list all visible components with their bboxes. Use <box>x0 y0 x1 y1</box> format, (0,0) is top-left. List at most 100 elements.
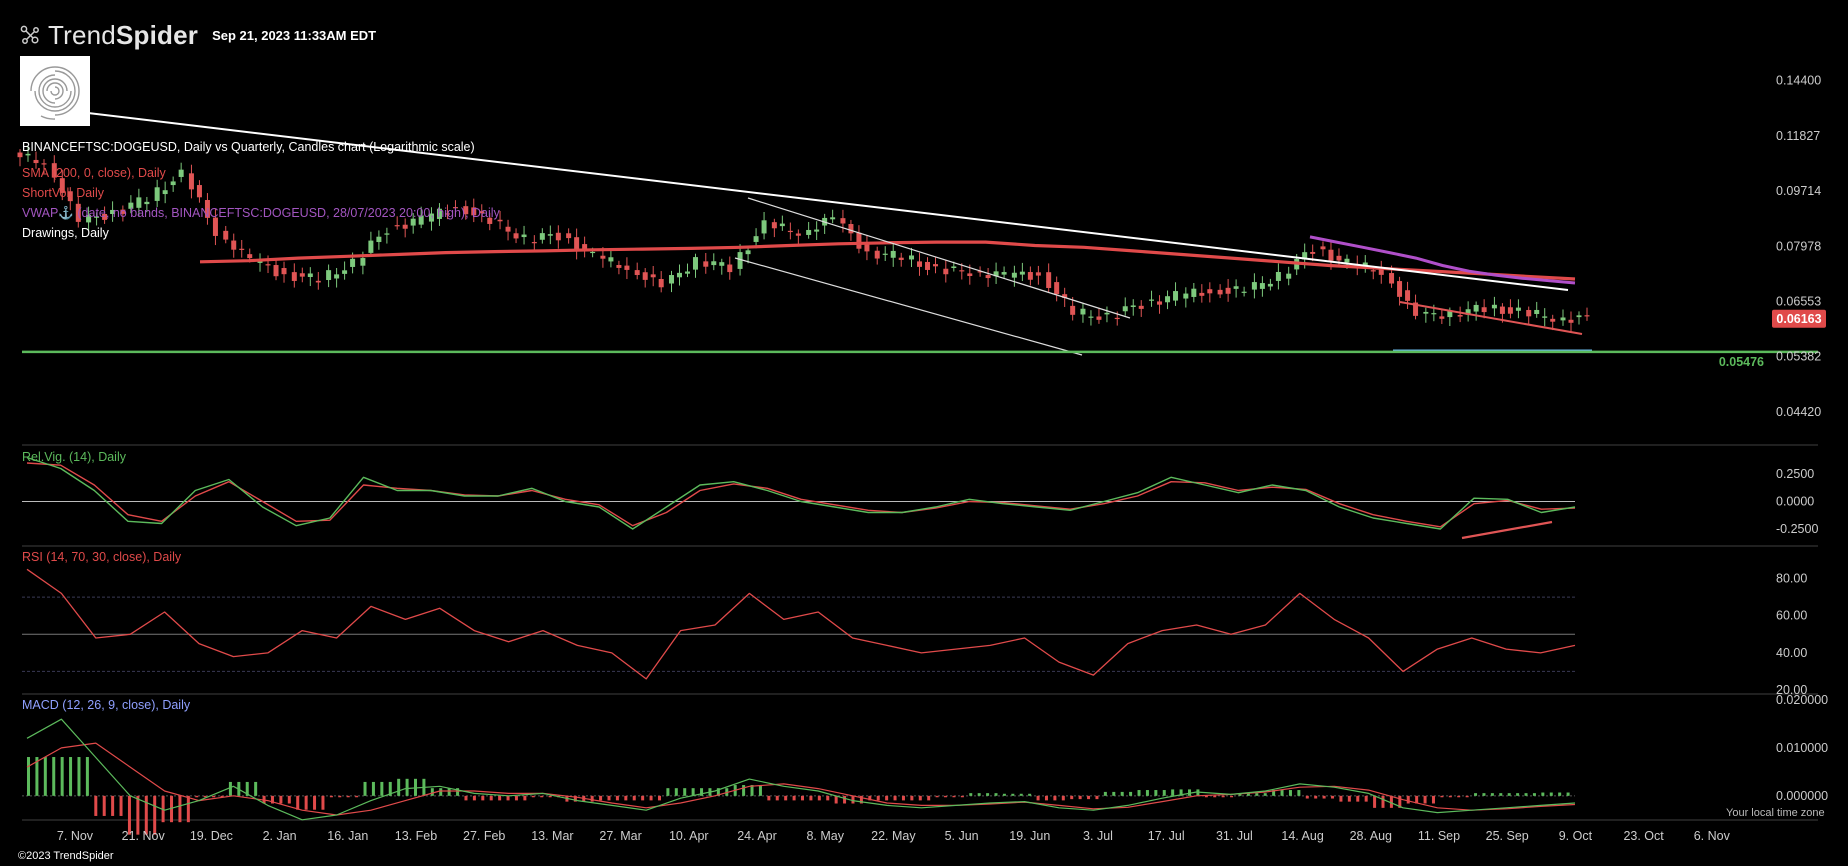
macd-histogram-bar <box>102 795 106 816</box>
sma-line <box>199 240 1576 281</box>
macd-histogram-bar <box>127 795 131 835</box>
candle-body <box>898 257 904 260</box>
candle-body <box>1122 306 1128 312</box>
copyright: ©2023 TrendSpider <box>18 850 114 862</box>
candle-body <box>75 203 81 222</box>
macd-histogram-bar <box>615 795 619 801</box>
candle-body <box>1138 305 1144 309</box>
app-header: TrendSpider Sep 21, 2023 11:33AM EDT <box>18 20 376 50</box>
macd-histogram-bar <box>1112 791 1116 796</box>
candle-body <box>1431 313 1437 315</box>
macd-histogram-bar <box>439 788 443 796</box>
macd-histogram-bar <box>481 795 485 801</box>
macd-histogram-bar <box>1011 793 1015 796</box>
candle-body <box>676 272 682 278</box>
macd-histogram-bar <box>1406 795 1410 804</box>
candle-body <box>761 220 767 234</box>
macd-histogram-bar <box>1331 795 1335 799</box>
candle-body <box>281 268 287 275</box>
macd-histogram-bar <box>27 757 30 796</box>
candle-body <box>1473 304 1479 312</box>
support-level-label: 0.05476 <box>1719 355 1764 369</box>
shortvol-legend[interactable]: ShortVol, Daily <box>22 186 104 200</box>
macd-histogram-bar <box>691 788 695 796</box>
macd-histogram-bar <box>683 788 687 796</box>
macd-histogram-bar <box>817 795 821 801</box>
macd-histogram-bar <box>1087 795 1091 800</box>
candle-body <box>204 200 210 218</box>
candle-body <box>1320 246 1326 250</box>
candle-body <box>360 258 366 266</box>
price-tick-label: 0.14400 <box>1776 74 1821 88</box>
macd-histogram-bar <box>1221 795 1225 798</box>
macd-histogram-bar <box>801 795 804 801</box>
macd-histogram-bar <box>935 795 939 798</box>
macd-panel[interactable] <box>22 718 1576 835</box>
rvig-panel[interactable] <box>22 456 1576 540</box>
macd-histogram-bar <box>1516 793 1520 796</box>
candle-body <box>668 275 674 284</box>
candle-body <box>864 244 870 252</box>
brand-light: Trend <box>48 19 116 50</box>
sma-legend[interactable]: SMA (200, 0, close), Daily <box>22 166 166 180</box>
price-panel[interactable]: 0.05476 <box>17 112 1819 369</box>
candle-body <box>840 218 846 224</box>
macd-histogram-bar <box>944 795 948 798</box>
drawings-legend[interactable]: Drawings, Daily <box>22 226 109 240</box>
candle-body <box>658 279 664 288</box>
macd-histogram-bar <box>657 795 661 801</box>
macd-histogram-bar <box>153 795 157 835</box>
x-tick-label: 3. Jul <box>1083 829 1113 843</box>
macd-histogram-bar <box>279 795 283 804</box>
macd-histogram-bar <box>885 795 889 801</box>
candle-body <box>170 181 176 186</box>
candle-body <box>94 216 100 218</box>
candle-body <box>684 271 690 274</box>
rsi-panel[interactable] <box>22 568 1576 680</box>
candle-body <box>1217 289 1223 295</box>
rsi-legend[interactable]: RSI (14, 70, 30, close), Daily <box>22 550 182 564</box>
macd-histogram-bar <box>338 795 342 798</box>
candle-body <box>692 257 698 270</box>
candle-body <box>925 261 931 270</box>
macd-histogram-bar <box>1490 793 1494 796</box>
x-tick-label: 27. Feb <box>463 829 505 843</box>
macd-histogram-bar <box>1499 793 1503 796</box>
macd-histogram-bar <box>750 785 754 796</box>
macd-legend[interactable]: MACD (12, 26, 9, close), Daily <box>22 698 191 712</box>
macd-histogram-bar <box>986 793 990 796</box>
macd-histogram-bar <box>1314 795 1318 799</box>
candle-body <box>1225 287 1231 294</box>
candle-body <box>410 218 416 226</box>
macd-histogram-bar <box>245 781 249 796</box>
macd-histogram-bar <box>523 795 527 801</box>
candle-body <box>384 233 390 235</box>
macd-histogram-bar <box>1457 795 1461 798</box>
macd-histogram-bar <box>405 778 409 796</box>
timezone-label[interactable]: Your local time zone <box>1726 807 1825 819</box>
macd-histogram-bar <box>742 785 746 796</box>
macd-histogram-bar <box>531 795 535 798</box>
candle-body <box>967 273 973 277</box>
candle-body <box>418 215 424 225</box>
macd-histogram-bar <box>1230 795 1234 798</box>
macd-histogram-bar <box>119 795 123 816</box>
candle-body <box>874 250 880 259</box>
macd-histogram-bar <box>178 795 182 823</box>
macd-histogram-bar <box>186 795 190 823</box>
x-tick-label: 31. Jul <box>1216 829 1253 843</box>
vwap-legend[interactable]: VWAP⚓ (date, no bands, BINANCEFTSC:DOGEU… <box>22 206 500 220</box>
rvig-legend[interactable]: Rel.Vig. (14), Daily <box>22 450 126 464</box>
price-tick-label: 0.04420 <box>1776 405 1821 419</box>
candle-body <box>86 214 92 223</box>
candle-body <box>1576 315 1582 318</box>
macd-histogram-bar <box>1129 791 1133 796</box>
macd-histogram-bar <box>111 795 115 816</box>
candle-body <box>1035 272 1041 276</box>
x-tick-label: 16. Jan <box>327 829 368 843</box>
macd-histogram-bar <box>1448 795 1452 798</box>
candle-body <box>1286 273 1292 279</box>
macd-histogram-bar <box>1272 790 1276 796</box>
candle-body <box>1534 309 1540 315</box>
